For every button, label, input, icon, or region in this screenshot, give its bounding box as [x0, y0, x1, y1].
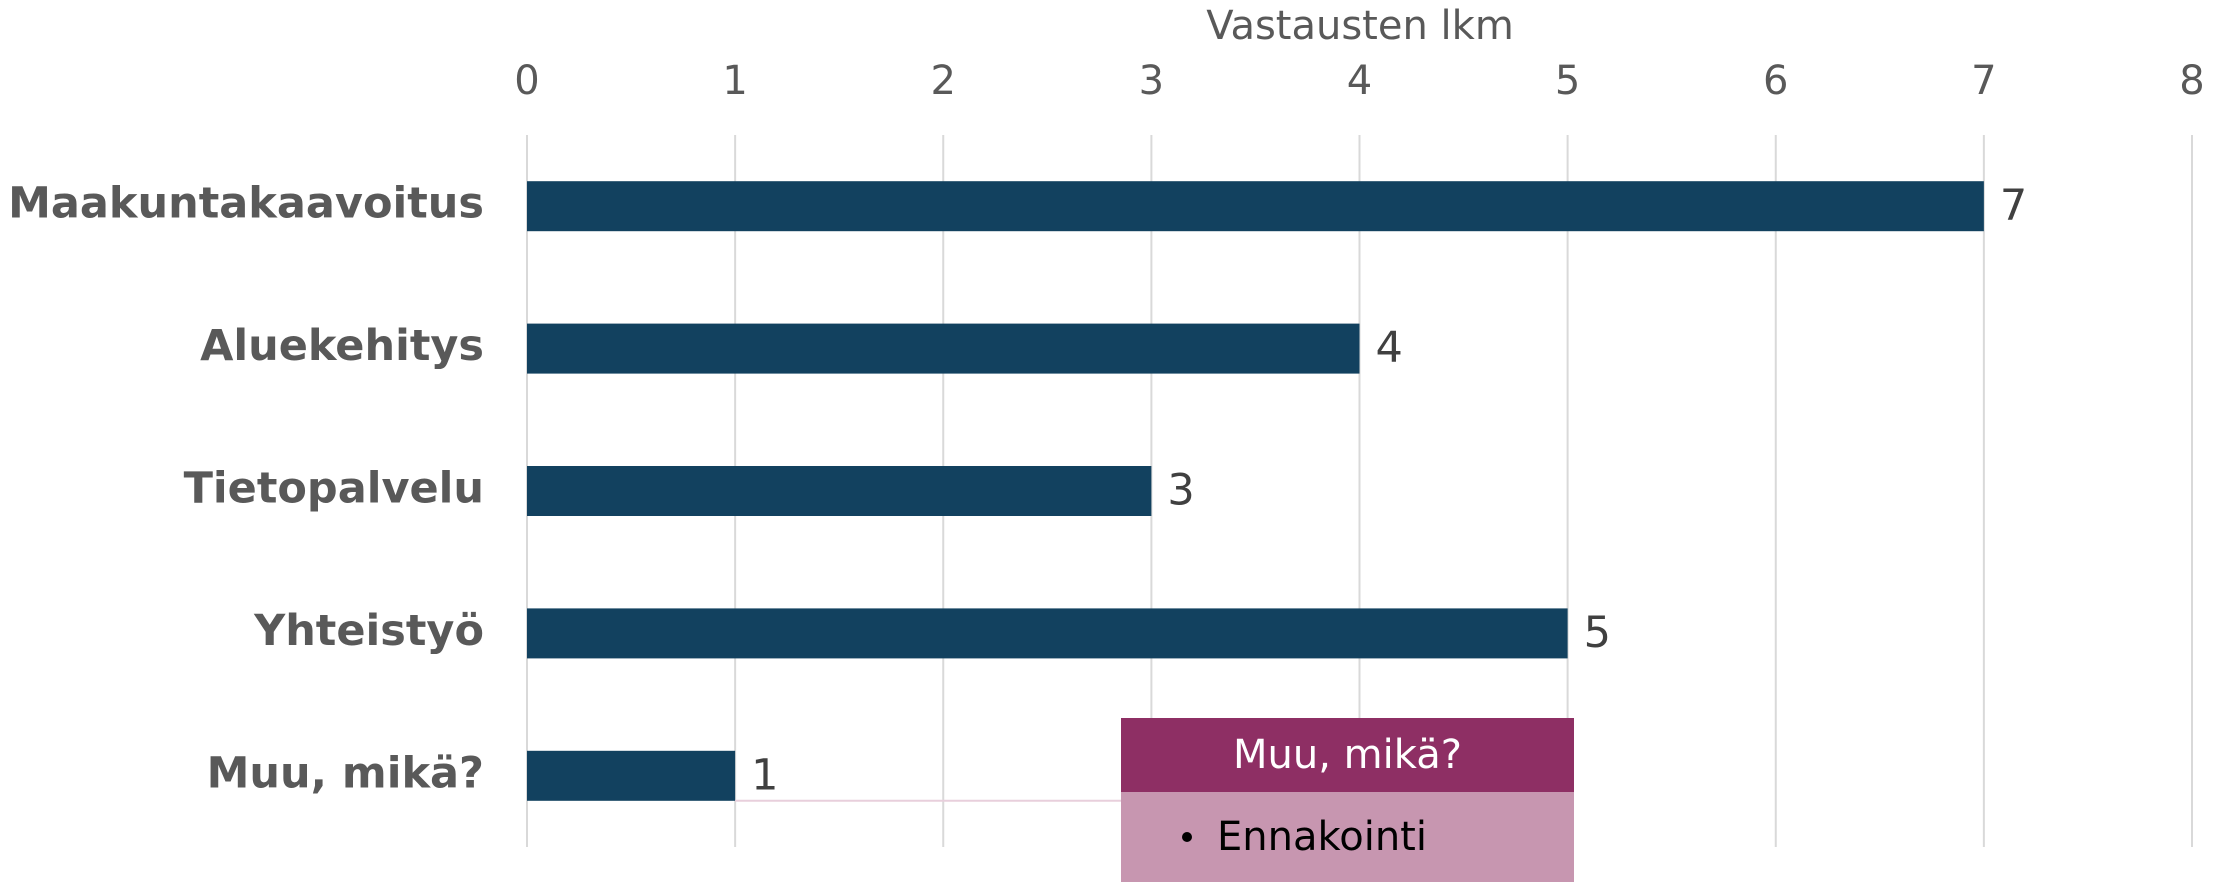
x-tick-label: 3 — [1139, 58, 1164, 104]
x-tick-label: 8 — [2179, 58, 2204, 104]
callout-header — [1121, 718, 1574, 792]
bar — [527, 181, 1984, 232]
x-tick-label: 4 — [1347, 58, 1372, 104]
y-tick-label: Muu, mikä? — [207, 748, 484, 798]
callout-title: Muu, mikä? — [1233, 732, 1462, 778]
data-label: 3 — [1167, 466, 1194, 516]
y-tick-label: Yhteistyö — [253, 606, 484, 656]
bar — [527, 750, 736, 801]
data-label: 7 — [2000, 181, 2027, 231]
callout-item: Ennakointi — [1217, 814, 1427, 860]
x-tick-label: 1 — [722, 58, 747, 104]
axis-title: Vastausten lkm — [1206, 3, 1514, 49]
callout-body — [1121, 792, 1574, 882]
bar — [527, 466, 1152, 516]
bar — [527, 323, 1360, 374]
x-tick-label: 5 — [1555, 58, 1580, 104]
y-tick-label: Tietopalvelu — [184, 464, 484, 514]
data-label: 4 — [1376, 323, 1403, 373]
y-tick-label: Aluekehitys — [200, 321, 484, 371]
y-tick-label: Maakuntakaavoitus — [8, 179, 484, 229]
x-tick-label: 0 — [514, 58, 539, 104]
x-tick-label: 7 — [1971, 58, 1996, 104]
bar — [527, 608, 1568, 659]
x-tick-label: 2 — [931, 58, 956, 104]
data-label: 1 — [751, 750, 778, 800]
x-tick-label: 6 — [1763, 58, 1788, 104]
bullet — [1182, 832, 1192, 842]
data-label: 5 — [1584, 608, 1611, 658]
